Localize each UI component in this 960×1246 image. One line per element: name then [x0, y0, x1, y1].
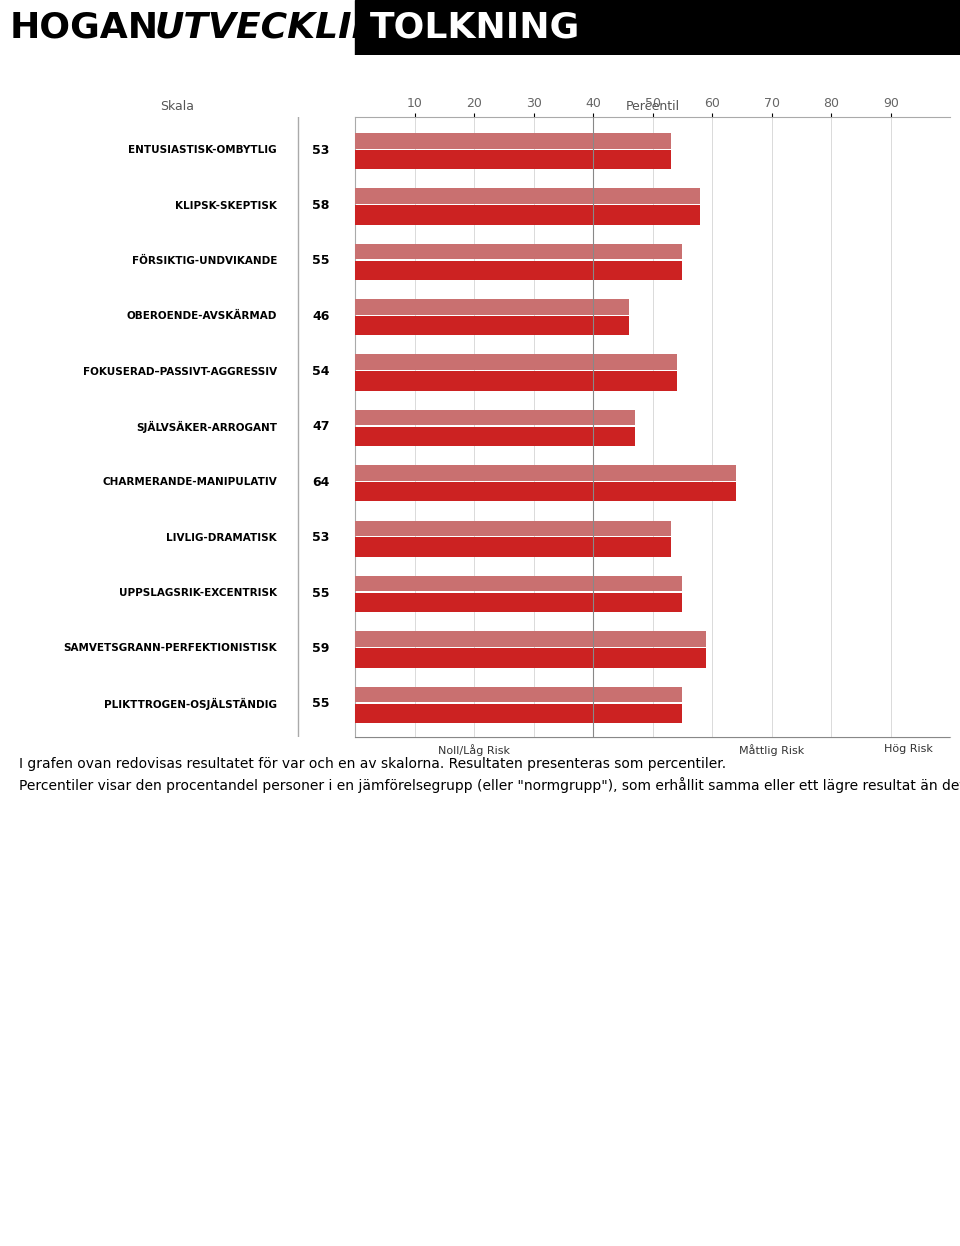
- Text: HOGAN: HOGAN: [10, 11, 159, 45]
- Text: PLIKTTROGEN-OSJÄLSTÄNDIG: PLIKTTROGEN-OSJÄLSTÄNDIG: [104, 698, 276, 710]
- Text: KLIPSK-SKEPTISK: KLIPSK-SKEPTISK: [175, 201, 276, 211]
- Bar: [355, 206, 701, 224]
- Bar: [355, 188, 701, 204]
- Bar: [355, 704, 683, 723]
- Text: Noll/Låg Risk: Noll/Låg Risk: [438, 744, 510, 756]
- Text: 46: 46: [312, 310, 330, 323]
- Bar: [355, 150, 671, 169]
- Bar: [355, 371, 677, 391]
- Text: 55: 55: [312, 587, 330, 599]
- Bar: [355, 482, 736, 501]
- Text: 55: 55: [312, 698, 330, 710]
- Text: 53: 53: [312, 143, 330, 157]
- Bar: [355, 299, 629, 315]
- Text: CHARMERANDE-MANIPULATIV: CHARMERANDE-MANIPULATIV: [102, 477, 276, 487]
- Bar: [355, 354, 677, 370]
- Bar: [355, 0, 960, 55]
- Bar: [355, 537, 671, 557]
- Text: Hogans Deskriptiva Skalor Grafisk profil: Hogans Deskriptiva Skalor Grafisk profil: [19, 88, 493, 108]
- Text: 55: 55: [312, 254, 330, 268]
- Text: Percentil: Percentil: [626, 100, 680, 112]
- Text: FÖRSIKTIG-UNDVIKANDE: FÖRSIKTIG-UNDVIKANDE: [132, 255, 276, 265]
- Text: UTVECKLING: UTVECKLING: [155, 11, 413, 45]
- Text: Hög Risk: Hög Risk: [884, 744, 933, 755]
- Bar: [355, 632, 707, 647]
- Text: SAMVETSGRANN-PERFEKTIONISTISK: SAMVETSGRANN-PERFEKTIONISTISK: [63, 643, 276, 653]
- Text: Skala: Skala: [160, 100, 195, 112]
- Text: OBEROENDE-AVSKÄRMAD: OBEROENDE-AVSKÄRMAD: [127, 312, 276, 321]
- Bar: [355, 426, 635, 446]
- Text: 59: 59: [312, 642, 330, 655]
- Bar: [355, 316, 629, 335]
- Text: FOKUSERAD–PASSIVT-AGGRESSIV: FOKUSERAD–PASSIVT-AGGRESSIV: [83, 366, 276, 376]
- Bar: [355, 244, 683, 259]
- Bar: [355, 576, 683, 592]
- Text: I grafen ovan redovisas resultatet för var och en av skalorna. Resultaten presen: I grafen ovan redovisas resultatet för v…: [19, 758, 960, 794]
- Bar: [355, 593, 683, 612]
- Text: 3: 3: [927, 1211, 941, 1231]
- Bar: [355, 521, 671, 536]
- Text: LIVLIG-DRAMATISK: LIVLIG-DRAMATISK: [166, 533, 276, 543]
- Text: SJÄLVSÄKER-ARROGANT: SJÄLVSÄKER-ARROGANT: [136, 421, 276, 434]
- Bar: [355, 648, 707, 668]
- Text: 54: 54: [312, 365, 330, 378]
- Text: UPPSLAGSRIK-EXCENTRISK: UPPSLAGSRIK-EXCENTRISK: [119, 588, 276, 598]
- Bar: [355, 260, 683, 280]
- Bar: [355, 410, 635, 425]
- Text: 64: 64: [312, 476, 330, 488]
- Text: 47: 47: [312, 420, 330, 434]
- Text: ID:HA228808  Jane  Score-Average  3.15.2012: ID:HA228808 Jane Score-Average 3.15.2012: [19, 1215, 342, 1227]
- Bar: [355, 465, 736, 481]
- Text: TOLKNING: TOLKNING: [370, 11, 580, 45]
- Text: Måttlig Risk: Måttlig Risk: [739, 744, 804, 756]
- Bar: [355, 687, 683, 703]
- Bar: [355, 133, 671, 148]
- Text: ENTUSIASTISK-OMBYTLIG: ENTUSIASTISK-OMBYTLIG: [129, 146, 276, 156]
- Text: 58: 58: [312, 199, 330, 212]
- Text: 53: 53: [312, 531, 330, 545]
